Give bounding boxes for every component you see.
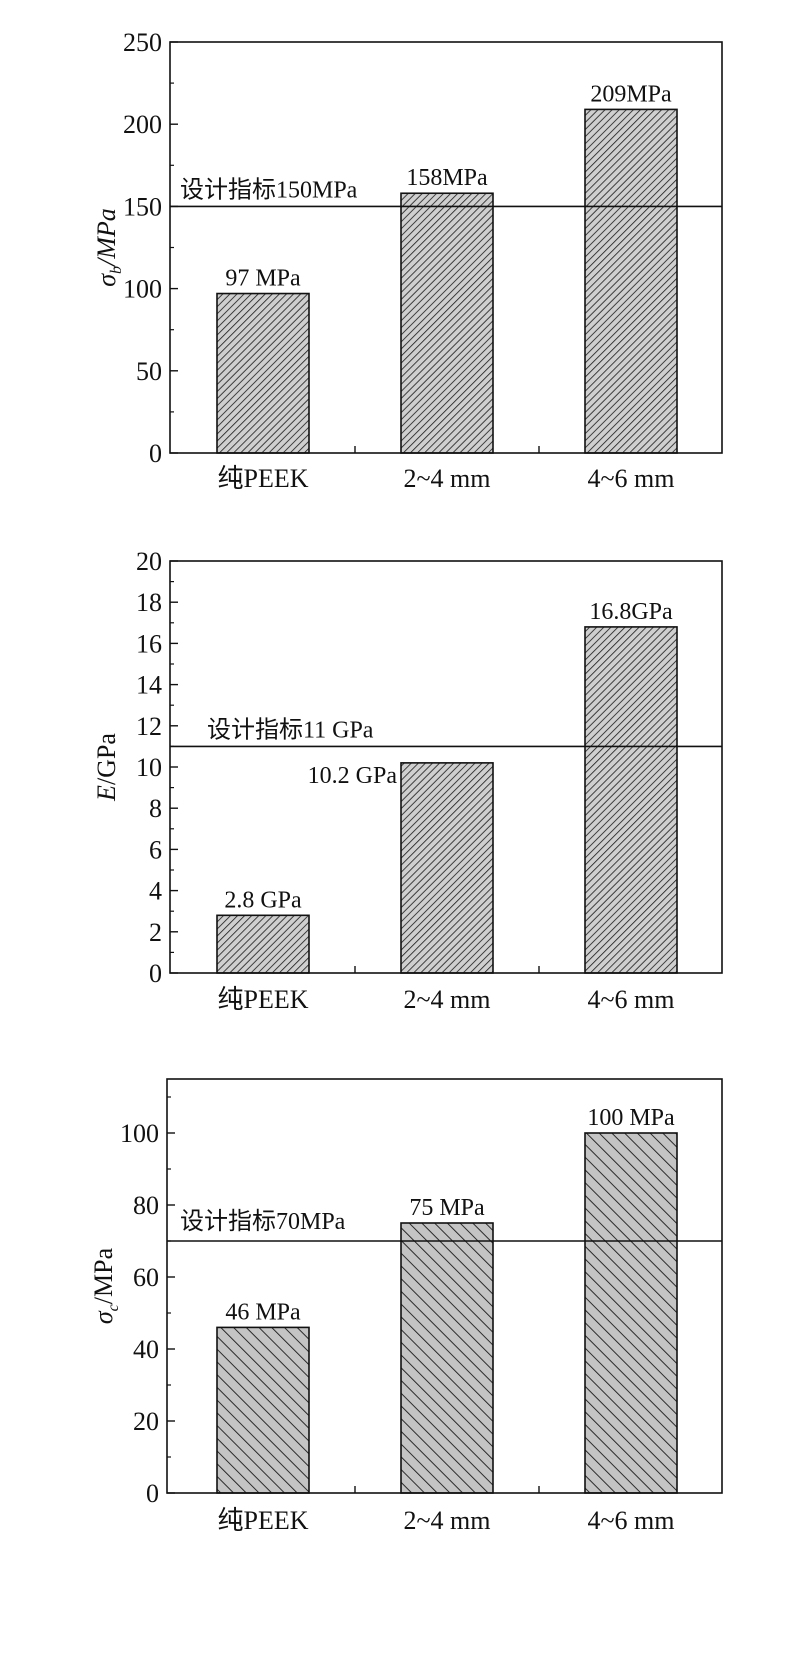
bar-2 bbox=[584, 626, 678, 974]
y-tick-label: 100 bbox=[120, 1119, 159, 1148]
y-axis-label: E/GPa bbox=[92, 733, 121, 802]
bar-value-label: 100 MPa bbox=[587, 1105, 675, 1131]
bar-2 bbox=[584, 108, 678, 454]
bar-value-label: 2.8 GPa bbox=[224, 887, 302, 913]
x-tick-label: 2~4 mm bbox=[403, 1506, 490, 1535]
bar-value-label: 10.2 GPa bbox=[308, 763, 398, 789]
x-tick-label: 2~4 mm bbox=[403, 464, 490, 493]
bar-0 bbox=[216, 292, 310, 454]
y-tick-label: 6 bbox=[149, 835, 162, 864]
bar-value-label: 97 MPa bbox=[225, 266, 301, 292]
y-tick-label: 0 bbox=[146, 1479, 159, 1508]
y-tick-label: 0 bbox=[149, 439, 162, 468]
y-tick-label: 8 bbox=[149, 794, 162, 823]
y-tick-label: 14 bbox=[136, 671, 162, 700]
target-line-label: 设计指标11 GPa bbox=[207, 716, 374, 743]
y-tick-label: 2 bbox=[149, 918, 162, 947]
target-line-label: 设计指标150MPa bbox=[180, 176, 358, 203]
bar-1 bbox=[400, 762, 494, 974]
bar-1 bbox=[400, 1222, 494, 1494]
bar-0 bbox=[216, 914, 310, 974]
bar-0 bbox=[216, 1326, 310, 1494]
y-tick-label: 150 bbox=[123, 192, 162, 221]
y-tick-label: 12 bbox=[136, 712, 162, 741]
y-tick-label: 80 bbox=[133, 1191, 159, 1220]
y-tick-label: 16 bbox=[136, 629, 162, 658]
y-tick-label: 0 bbox=[149, 959, 162, 988]
y-axis-label: σb/MPa bbox=[92, 208, 125, 287]
y-tick-label: 10 bbox=[136, 753, 162, 782]
x-tick-label: 4~6 mm bbox=[587, 1506, 674, 1535]
x-tick-label: 4~6 mm bbox=[587, 985, 674, 1014]
y-tick-label: 250 bbox=[123, 28, 162, 57]
bar-value-label: 46 MPa bbox=[225, 1299, 301, 1325]
chart-elastic-modulus: 设计指标11 GPa 0 2 4 6 8 10 12 14 16 18 20 纯PEEK 2~4 mm 4~… bbox=[92, 547, 723, 1014]
bar-value-label: 16.8GPa bbox=[589, 599, 673, 625]
bar-value-label: 209MPa bbox=[590, 81, 672, 107]
bar-value-label: 158MPa bbox=[406, 165, 488, 191]
x-tick-label: 纯PEEK bbox=[217, 464, 308, 493]
plot-frame bbox=[166, 1078, 723, 1494]
y-tick-label: 18 bbox=[136, 588, 162, 617]
x-tick-label: 纯PEEK bbox=[217, 1506, 308, 1535]
x-tick-label: 2~4 mm bbox=[403, 985, 490, 1014]
y-axis-label: σc/MPa bbox=[89, 1247, 122, 1324]
x-tick-label: 4~6 mm bbox=[587, 464, 674, 493]
y-tick-label: 200 bbox=[123, 110, 162, 139]
y-tick-label: 20 bbox=[133, 1407, 159, 1436]
bar-value-label: 75 MPa bbox=[409, 1195, 485, 1221]
bar-2 bbox=[584, 1132, 678, 1494]
target-line-label: 设计指标70MPa bbox=[180, 1208, 346, 1235]
y-tick-label: 50 bbox=[136, 357, 162, 386]
y-tick-label: 100 bbox=[123, 275, 162, 304]
chart-tensile-strength: 设计指标150MPa 0 50 100 150 200 250 纯PEEK 2~4 mm 4~6 … bbox=[92, 28, 723, 493]
y-tick-label: 20 bbox=[136, 547, 162, 576]
chart-compressive-strength: 设计指标70MPa 0 20 40 60 80 100 纯PEEK 2~4 mm 4~6 mm 46… bbox=[89, 1078, 723, 1535]
y-tick-label: 4 bbox=[149, 877, 162, 906]
y-tick-label: 40 bbox=[133, 1335, 159, 1364]
bar-1 bbox=[400, 192, 494, 454]
y-tick-label: 60 bbox=[133, 1263, 159, 1292]
x-tick-label: 纯PEEK bbox=[217, 985, 308, 1014]
